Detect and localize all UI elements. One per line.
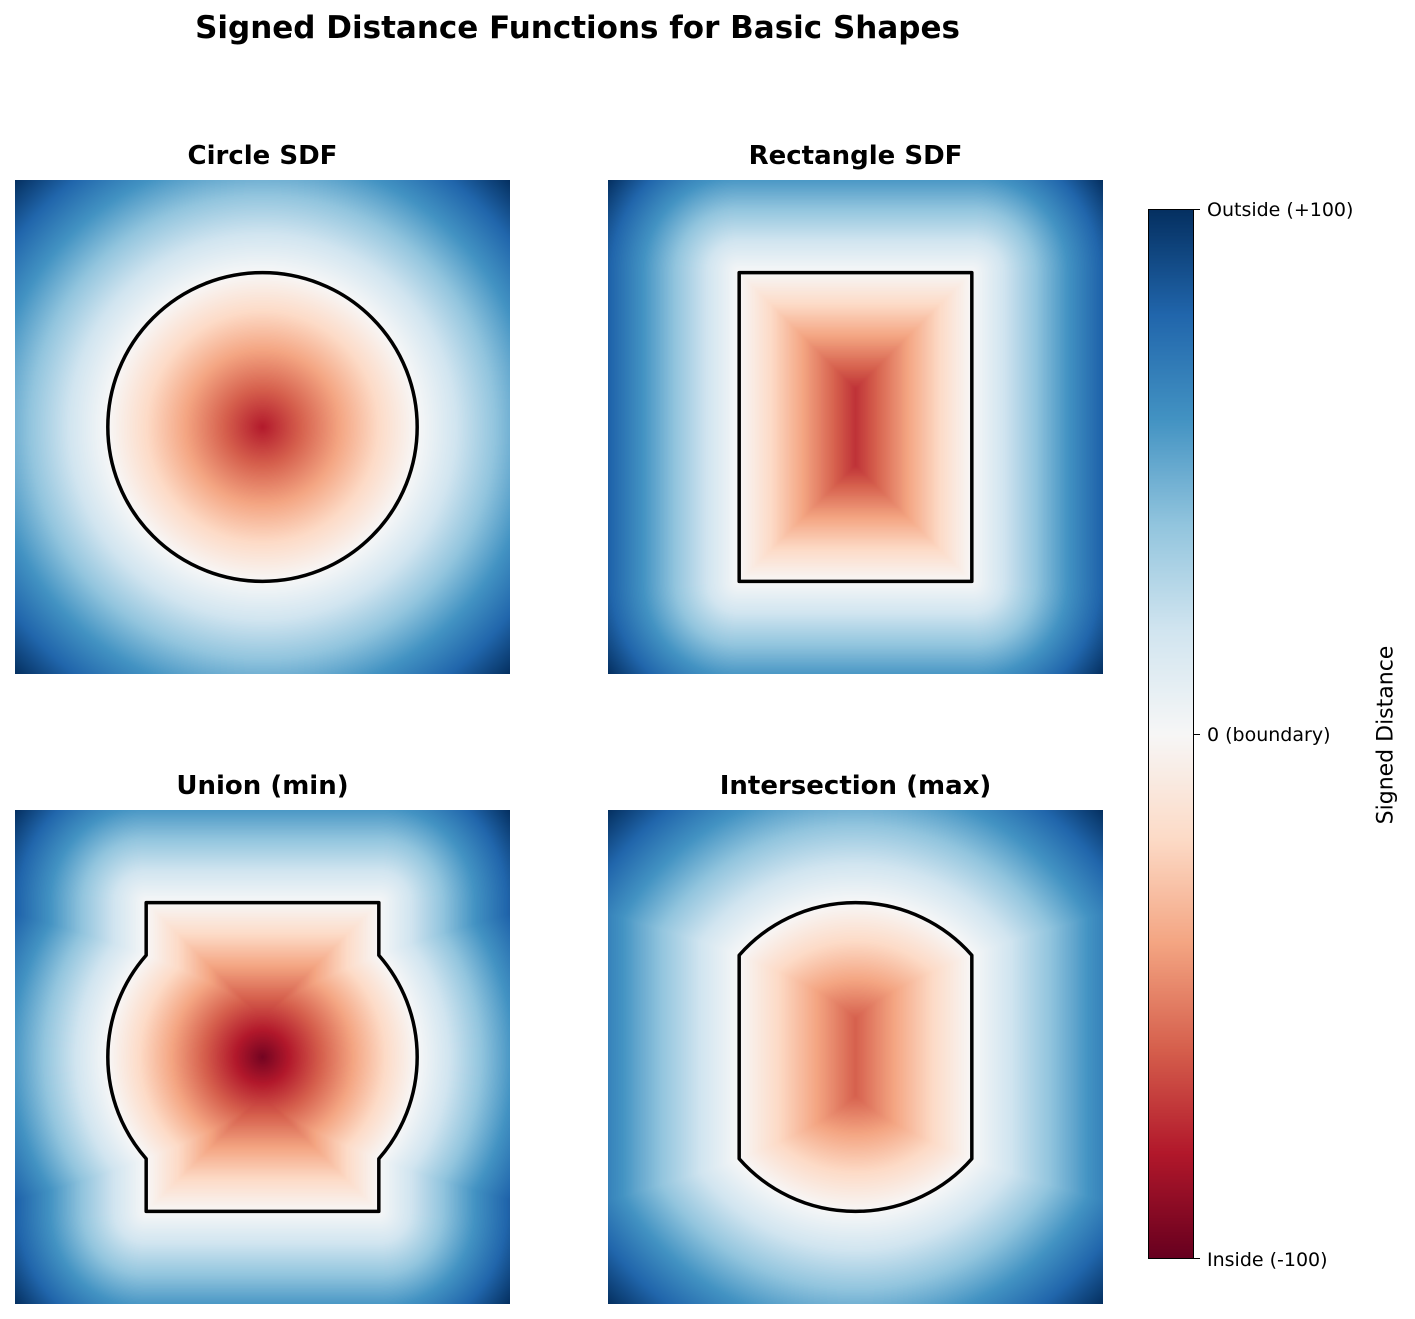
heatmap-image (608, 810, 1103, 1304)
panel-title-intersection: Intersection (max) (719, 771, 992, 801)
panel-title-rectangle: Rectangle SDF (748, 141, 963, 171)
panel-title-union: Union (min) (176, 771, 349, 801)
heatmap-image (15, 810, 510, 1304)
colorbar-label: Signed Distance (1373, 645, 1399, 825)
zero-contour (106, 270, 419, 584)
heatmap-image (15, 180, 510, 674)
zero-contour-line (737, 900, 974, 1214)
colorbar-tick-top (1194, 209, 1200, 210)
panel-title-circle: Circle SDF (187, 141, 338, 171)
zero-contour-line (106, 900, 419, 1214)
heatmap-rectangle-sdf (608, 180, 1103, 674)
zero-contour (106, 900, 419, 1214)
heatmap-intersection-sdf (608, 810, 1103, 1304)
colorbar (1148, 209, 1194, 1259)
colorbar-tick-label-inside: Inside (-100) (1207, 1249, 1328, 1271)
zero-contour-line (106, 270, 419, 584)
figure-title: Signed Distance Functions for Basic Shap… (195, 10, 960, 46)
heatmap-union-sdf (15, 810, 510, 1304)
heatmap-circle-sdf (15, 180, 510, 674)
colorbar-tick-label-boundary: 0 (boundary) (1207, 724, 1331, 746)
zero-contour-line (737, 270, 974, 584)
colorbar-gradient (1148, 209, 1194, 1259)
zero-contour (737, 900, 974, 1214)
colorbar-tick-label-outside: Outside (+100) (1207, 199, 1354, 221)
colorbar-frame (1148, 209, 1194, 1259)
heatmap-image (608, 180, 1103, 674)
colorbar-tick-bottom (1194, 1258, 1200, 1259)
colorbar-tick-middle (1194, 734, 1200, 735)
zero-contour (737, 270, 974, 584)
